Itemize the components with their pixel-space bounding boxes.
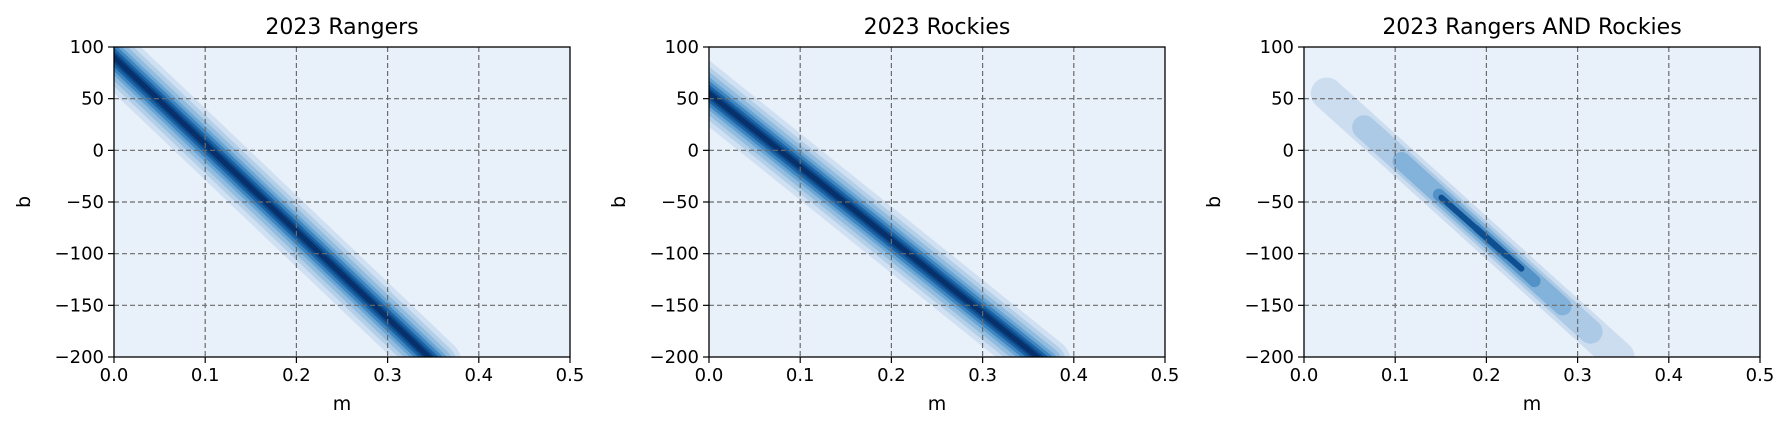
x-tick-label: 0.0: [1290, 365, 1319, 386]
y-tick-label: −200: [1245, 347, 1294, 368]
y-tick-label: −100: [55, 244, 104, 265]
y-tick-label: −100: [650, 244, 699, 265]
y-tick-label: 0: [93, 140, 104, 161]
x-tick-label: 0.3: [1563, 365, 1592, 386]
x-tick-label: 0.2: [1472, 365, 1501, 386]
y-tick-label: 0: [688, 140, 699, 161]
x-tick-label: 0.5: [556, 365, 585, 386]
y-tick-label: 50: [1271, 89, 1294, 110]
y-tick-label: −150: [1245, 295, 1294, 316]
y-tick-label: 100: [70, 37, 104, 58]
x-tick-label: 0.1: [786, 365, 815, 386]
x-tick-label: 0.2: [282, 365, 311, 386]
y-tick-label: −200: [650, 347, 699, 368]
y-tick-label: 50: [676, 89, 699, 110]
x-tick-label: 0.0: [100, 365, 129, 386]
contour-band-8: [709, 90, 1042, 357]
x-axis-label: m: [928, 393, 947, 415]
grid: [709, 47, 1165, 357]
contour-ridge: [1310, 77, 1635, 357]
x-tick-label: 0.4: [1654, 365, 1683, 386]
x-tick-label: 0.4: [1059, 365, 1088, 386]
subplot-3: 0.0 0.1 0.2 0.3 0.4 0.5 100 50 0 −50 −100 −150 −200 2…: [1203, 15, 1774, 415]
x-tick-label: 0.5: [1151, 365, 1180, 386]
y-tick-label: −100: [1245, 244, 1294, 265]
chart-title: 2023 Rangers: [265, 15, 418, 40]
contour-peak: [1438, 194, 1525, 272]
y-tick-label: −50: [66, 192, 104, 213]
x-tick-label: 0.2: [877, 365, 906, 386]
contour-ridge: [709, 60, 1071, 357]
x-axis-label: m: [1523, 393, 1542, 415]
y-tick-label: −150: [650, 295, 699, 316]
x-tick-label: 0.3: [968, 365, 997, 386]
y-axis-label: b: [13, 196, 35, 208]
chart-title: 2023 Rangers AND Rockies: [1382, 15, 1681, 40]
y-axis-label: b: [608, 196, 630, 208]
x-axis-label: m: [333, 393, 352, 415]
x-tick-label: 0.3: [373, 365, 402, 386]
x-tick-label: 0.1: [191, 365, 220, 386]
y-tick-label: −50: [1256, 192, 1294, 213]
y-tick-label: 0: [1283, 140, 1294, 161]
x-tick-label: 0.0: [695, 365, 724, 386]
y-tick-label: −150: [55, 295, 104, 316]
y-tick-label: −50: [661, 192, 699, 213]
y-tick-label: −200: [55, 347, 104, 368]
grid: [1304, 47, 1760, 357]
subplot-1: 0.0 0.1 0.2 0.3 0.4 0.5 100 50 0 −50 −100 −150 −200 2…: [13, 15, 584, 415]
x-tick-label: 0.1: [1381, 365, 1410, 386]
y-tick-label: 100: [665, 37, 699, 58]
chart-title: 2023 Rockies: [864, 15, 1011, 40]
x-tick-label: 0.4: [464, 365, 493, 386]
subplot-2: 0.0 0.1 0.2 0.3 0.4 0.5 100 50 0 −50 −100 −150 −200 2…: [608, 15, 1179, 415]
x-tick-label: 0.5: [1746, 365, 1775, 386]
y-tick-label: 50: [81, 89, 104, 110]
grid: [114, 47, 570, 357]
y-tick-label: 100: [1260, 37, 1294, 58]
y-axis-label: b: [1203, 196, 1225, 208]
